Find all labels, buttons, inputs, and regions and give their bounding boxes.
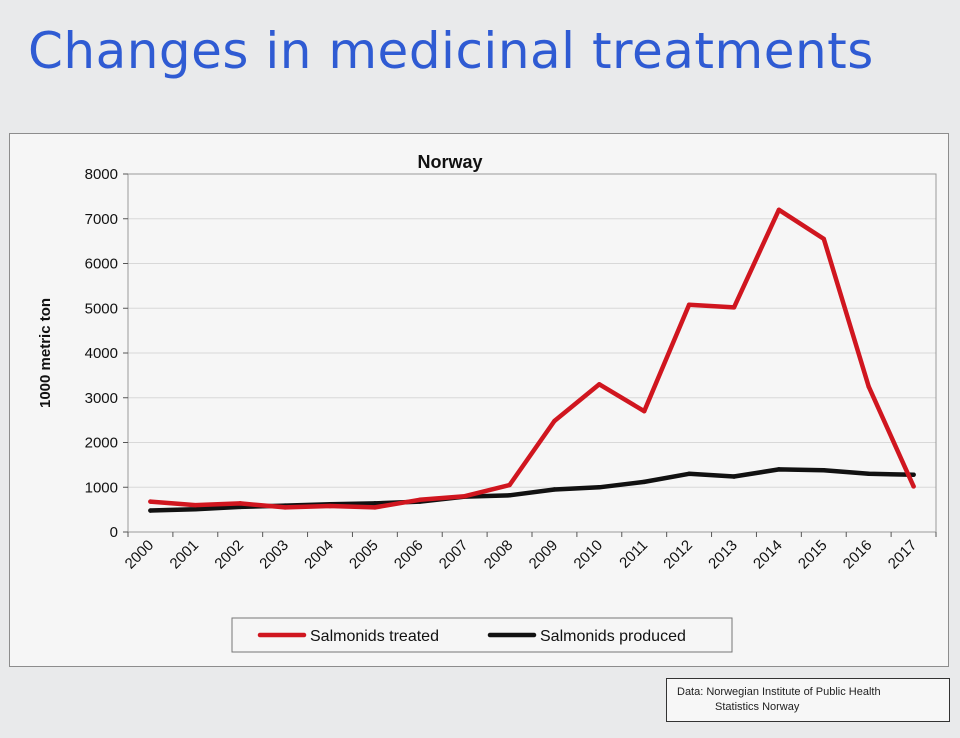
x-tick-label: 2003 (256, 537, 292, 573)
data-point (148, 499, 153, 504)
y-tick-label: 6000 (85, 256, 118, 273)
y-tick-label: 0 (110, 524, 118, 541)
data-point (866, 384, 871, 389)
legend-label-salmonids-produced: Salmonids produced (540, 628, 686, 645)
series-line-salmonids-treated (148, 207, 916, 510)
y-tick-label: 1000 (85, 479, 118, 496)
y-tick-label: 3000 (85, 390, 118, 407)
legend (231, 617, 733, 653)
data-point (462, 494, 467, 499)
x-tick-label: 2016 (840, 537, 876, 573)
data-point (911, 484, 916, 489)
data-point (642, 479, 647, 485)
data-point (372, 505, 378, 510)
data-point (911, 472, 916, 477)
x-tick-label: 2009 (526, 537, 562, 573)
data-point (821, 468, 826, 473)
x-tick-label: 2005 (346, 537, 382, 573)
source-line-2: Statistics Norway (715, 701, 800, 713)
x-tick-label: 2001 (167, 537, 203, 573)
data-point (148, 508, 153, 513)
slide-title: Changes in medicinal treatments (28, 22, 874, 80)
x-tick-label: 2004 (301, 537, 337, 573)
x-tick-label: 2010 (571, 537, 607, 573)
chart-frame: 0 1000 2000 3000 4000 5000 6000 7000 8000 2000 200… (9, 133, 949, 667)
x-tick-label: 2002 (211, 537, 247, 573)
data-point (327, 503, 333, 509)
data-point (552, 418, 557, 424)
data-point (731, 305, 737, 310)
x-tick-label: 2007 (436, 537, 472, 573)
x-tick-label: 2000 (122, 537, 158, 573)
x-tick-label: 2008 (481, 537, 517, 573)
x-tick-label: 2014 (750, 537, 786, 573)
y-tick-label: 7000 (85, 211, 118, 228)
x-tick-label: 2017 (885, 537, 921, 573)
data-point (193, 506, 198, 512)
data-point (776, 467, 782, 472)
legend-label-salmonids-treated: Salmonids treated (310, 628, 439, 645)
data-point (597, 382, 602, 387)
x-tick-label: 2013 (705, 537, 741, 573)
data-point (776, 207, 782, 212)
data-point (686, 471, 692, 477)
data-point (597, 485, 602, 490)
data-point (821, 236, 826, 242)
data-point (507, 493, 512, 498)
x-tick-label: 2012 (660, 537, 696, 573)
y-axis-label: 1000 metric ton (37, 298, 54, 408)
y-tick-label: 5000 (85, 300, 118, 317)
data-point (866, 471, 871, 477)
data-point (372, 501, 378, 506)
y-tick-label: 4000 (85, 345, 118, 362)
data-point (417, 497, 422, 502)
y-tick-label: 8000 (85, 166, 118, 183)
x-tick-label: 2011 (616, 537, 651, 572)
x-tick-label: 2015 (795, 537, 831, 573)
data-point (507, 482, 512, 488)
data-point (238, 504, 243, 510)
chart-title: Norway (417, 152, 482, 172)
data-point (642, 408, 647, 414)
data-source-box: Data: Norwegian Institute of Public Heal… (666, 678, 950, 722)
source-line-1: Data: Norwegian Institute of Public Heal… (677, 686, 881, 698)
x-tick-label: 2006 (391, 537, 427, 573)
y-tick-label: 2000 (85, 435, 118, 452)
data-point (552, 487, 557, 492)
data-point (731, 474, 737, 479)
data-point (238, 501, 243, 506)
data-point (686, 302, 692, 307)
data-point (193, 502, 198, 508)
data-point (282, 505, 288, 510)
